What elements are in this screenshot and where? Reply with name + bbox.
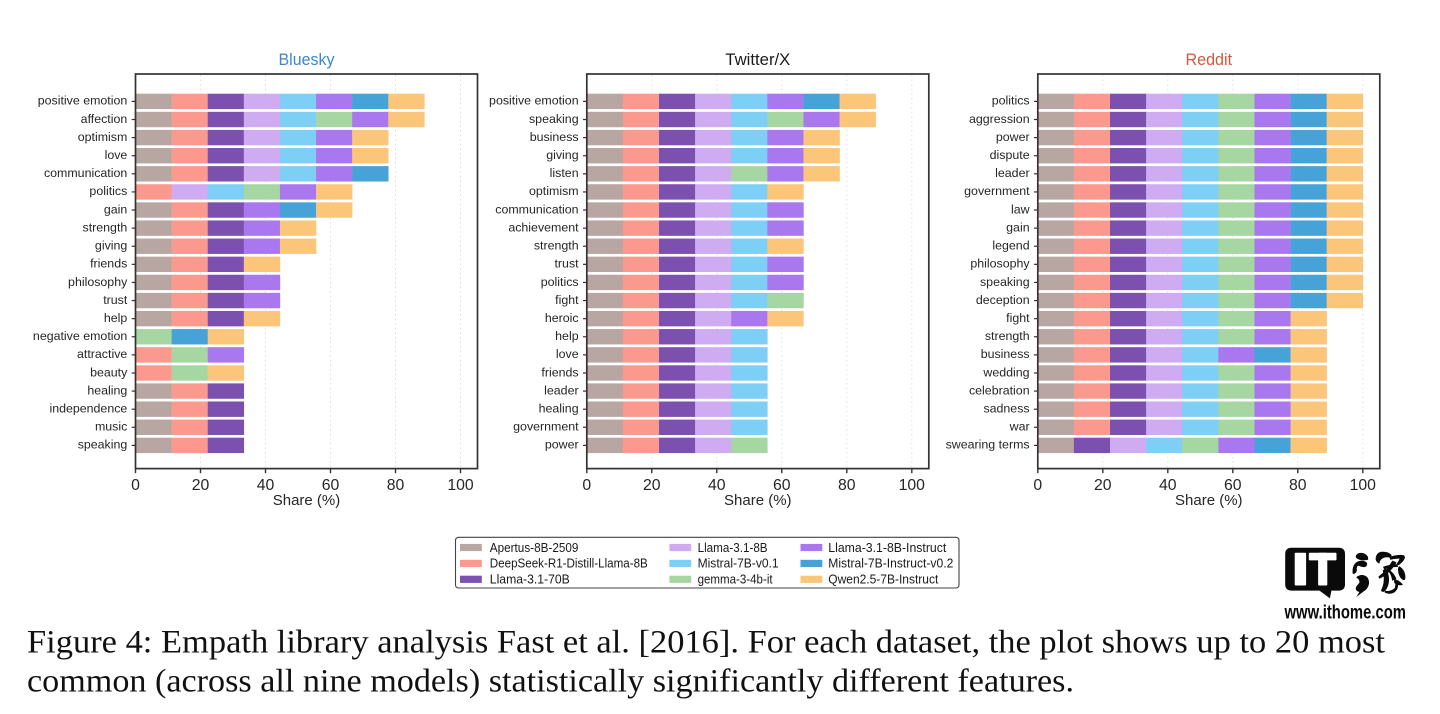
svg-text:business: business xyxy=(530,130,579,144)
svg-text:Bluesky: Bluesky xyxy=(279,50,335,69)
svg-text:deception: deception xyxy=(976,293,1030,307)
svg-text:achievement: achievement xyxy=(508,220,579,234)
svg-text:optimism: optimism xyxy=(78,130,128,144)
svg-text:healing: healing xyxy=(87,383,127,397)
svg-text:Share (%): Share (%) xyxy=(724,492,792,509)
svg-text:trust: trust xyxy=(554,257,579,271)
svg-text:leader: leader xyxy=(544,383,578,397)
svg-text:help: help xyxy=(555,329,579,343)
svg-text:wedding: wedding xyxy=(982,365,1029,379)
svg-text:100: 100 xyxy=(447,477,474,494)
svg-text:communication: communication xyxy=(495,202,578,216)
svg-text:optimism: optimism xyxy=(529,184,579,198)
svg-text:40: 40 xyxy=(708,477,726,494)
svg-text:gain: gain xyxy=(1006,220,1030,234)
svg-text:Llama-3.1-8B: Llama-3.1-8B xyxy=(698,540,768,555)
svg-text:power: power xyxy=(545,438,579,452)
svg-text:100: 100 xyxy=(1350,477,1377,494)
svg-text:friends: friends xyxy=(90,257,127,271)
svg-text:love: love xyxy=(556,347,579,361)
svg-text:help: help xyxy=(104,311,128,325)
svg-text:Share (%): Share (%) xyxy=(273,492,341,509)
svg-text:20: 20 xyxy=(643,477,661,494)
svg-text:Figure 4: Empath library analy: Figure 4: Empath library analysis Fast e… xyxy=(27,625,1385,661)
svg-text:celebration: celebration xyxy=(969,383,1030,397)
svg-text:www.ithome.com: www.ithome.com xyxy=(1284,602,1406,623)
svg-text:politics: politics xyxy=(89,184,127,198)
svg-text:law: law xyxy=(1011,202,1030,216)
svg-text:speaking: speaking xyxy=(529,112,579,126)
svg-text:common (across all nine models: common (across all nine models) statisti… xyxy=(27,663,1074,699)
svg-text:listen: listen xyxy=(550,166,579,180)
svg-text:20: 20 xyxy=(192,477,210,494)
svg-text:strength: strength xyxy=(985,329,1030,343)
svg-text:speaking: speaking xyxy=(980,275,1030,289)
svg-text:trust: trust xyxy=(103,293,128,307)
svg-text:legend: legend xyxy=(992,239,1029,253)
svg-text:gemma-3-4b-it: gemma-3-4b-it xyxy=(698,572,773,587)
svg-text:love: love xyxy=(105,148,128,162)
svg-text:gain: gain xyxy=(104,202,128,216)
svg-text:fight: fight xyxy=(1006,311,1030,325)
svg-text:Llama-3.1-8B-Instruct: Llama-3.1-8B-Instruct xyxy=(828,540,946,555)
svg-text:DeepSeek-R1-Distill-Llama-8B: DeepSeek-R1-Distill-Llama-8B xyxy=(490,556,648,571)
svg-text:negative emotion: negative emotion xyxy=(33,329,127,343)
svg-text:aggression: aggression xyxy=(969,112,1030,126)
svg-text:government: government xyxy=(513,420,579,434)
svg-text:40: 40 xyxy=(1159,477,1177,494)
svg-text:war: war xyxy=(1009,420,1030,434)
svg-text:giving: giving xyxy=(546,148,578,162)
svg-text:power: power xyxy=(996,130,1030,144)
svg-text:swearing terms: swearing terms xyxy=(946,438,1030,452)
svg-text:strength: strength xyxy=(534,239,579,253)
svg-text:80: 80 xyxy=(1289,477,1307,494)
svg-text:80: 80 xyxy=(838,477,856,494)
svg-text:leader: leader xyxy=(995,166,1029,180)
svg-text:0: 0 xyxy=(1033,477,1042,494)
svg-text:Qwen2.5-7B-Instruct: Qwen2.5-7B-Instruct xyxy=(828,572,938,587)
svg-text:friends: friends xyxy=(541,365,578,379)
svg-text:government: government xyxy=(964,184,1030,198)
svg-text:Reddit: Reddit xyxy=(1186,50,1233,69)
svg-text:healing: healing xyxy=(539,401,579,415)
svg-text:60: 60 xyxy=(322,477,340,494)
svg-text:80: 80 xyxy=(387,477,405,494)
svg-text:philosophy: philosophy xyxy=(970,257,1030,271)
svg-text:positive emotion: positive emotion xyxy=(489,94,579,108)
svg-text:affection: affection xyxy=(81,112,128,126)
svg-text:0: 0 xyxy=(582,477,591,494)
svg-text:fight: fight xyxy=(555,293,579,307)
svg-text:20: 20 xyxy=(1094,477,1112,494)
svg-text:business: business xyxy=(981,347,1030,361)
svg-text:sadness: sadness xyxy=(983,401,1029,415)
svg-text:politics: politics xyxy=(992,94,1030,108)
svg-text:strength: strength xyxy=(83,220,128,234)
svg-text:beauty: beauty xyxy=(90,365,128,379)
svg-text:music: music xyxy=(95,420,127,434)
svg-text:100: 100 xyxy=(899,477,926,494)
svg-text:Mistral-7B-Instruct-v0.2: Mistral-7B-Instruct-v0.2 xyxy=(828,556,953,571)
svg-text:positive emotion: positive emotion xyxy=(38,94,128,108)
svg-text:60: 60 xyxy=(1224,477,1242,494)
svg-text:speaking: speaking xyxy=(78,438,128,452)
svg-text:dispute: dispute xyxy=(990,148,1030,162)
svg-text:Share (%): Share (%) xyxy=(1175,492,1243,509)
svg-text:philosophy: philosophy xyxy=(68,275,128,289)
svg-text:attractive: attractive xyxy=(77,347,127,361)
svg-text:Twitter/X: Twitter/X xyxy=(725,50,790,69)
svg-text:politics: politics xyxy=(541,275,579,289)
svg-text:communication: communication xyxy=(44,166,127,180)
svg-text:Llama-3.1-70B: Llama-3.1-70B xyxy=(490,572,570,587)
svg-text:60: 60 xyxy=(773,477,791,494)
svg-text:heroic: heroic xyxy=(545,311,579,325)
svg-text:0: 0 xyxy=(131,477,140,494)
svg-text:Mistral-7B-v0.1: Mistral-7B-v0.1 xyxy=(698,556,779,571)
svg-text:Apertus-8B-2509: Apertus-8B-2509 xyxy=(490,540,579,555)
svg-text:independence: independence xyxy=(49,401,127,415)
svg-text:40: 40 xyxy=(257,477,275,494)
svg-text:giving: giving xyxy=(95,239,127,253)
